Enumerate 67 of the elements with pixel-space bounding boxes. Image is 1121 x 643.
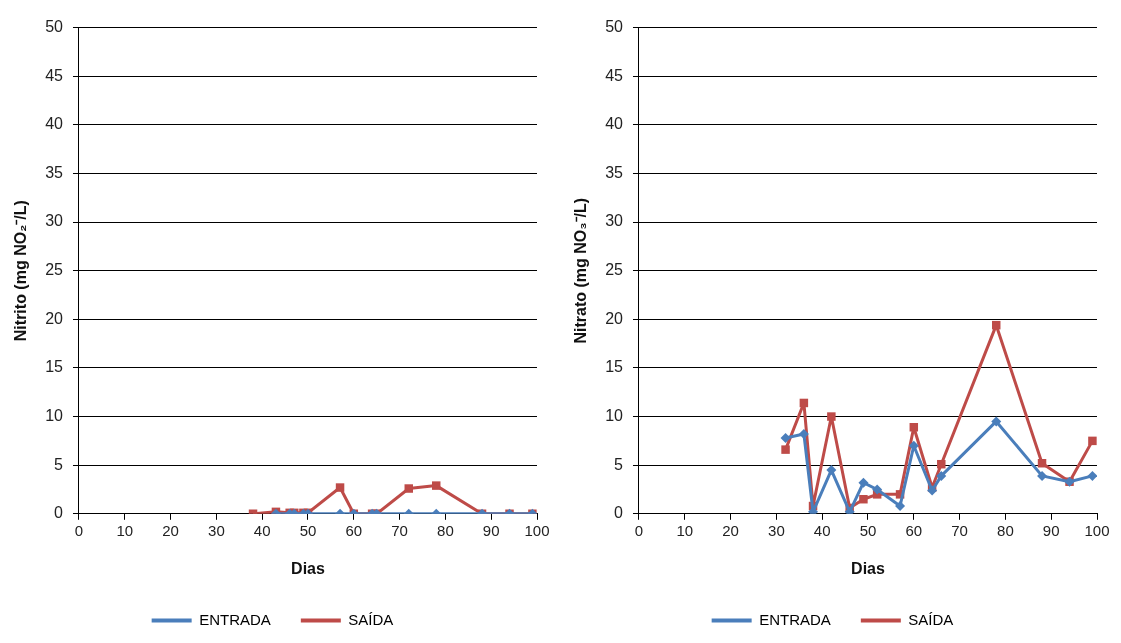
point bbox=[1037, 470, 1048, 481]
x-tick-label: 0 bbox=[634, 521, 644, 539]
legend-label: SAÍDA bbox=[908, 610, 954, 628]
x-axis-title: Dias bbox=[291, 559, 325, 577]
point bbox=[781, 445, 790, 454]
x-tick-label: 40 bbox=[253, 521, 271, 539]
point bbox=[937, 459, 946, 469]
point bbox=[827, 412, 836, 421]
point bbox=[859, 494, 868, 504]
y-tick-label: 50 bbox=[605, 18, 624, 36]
y-tick-label: 25 bbox=[605, 261, 624, 279]
x-axis-title: Dias bbox=[851, 559, 885, 577]
y-tick-label: 40 bbox=[45, 115, 64, 133]
y-tick-label: 15 bbox=[605, 358, 624, 376]
x-tick-label: 90 bbox=[482, 521, 500, 539]
y-tick-label: 0 bbox=[54, 504, 64, 522]
x-tick-label: 10 bbox=[116, 521, 134, 539]
x-tick-label: 80 bbox=[997, 521, 1014, 539]
x-tick-label: 20 bbox=[722, 521, 739, 539]
x-tick-label: 60 bbox=[905, 521, 923, 539]
x-tick-label: 30 bbox=[208, 521, 225, 539]
y-tick-label: 5 bbox=[614, 455, 624, 473]
x-tick-label: 40 bbox=[813, 521, 831, 539]
y-tick-label: 20 bbox=[45, 309, 64, 327]
x-tick-label: 70 bbox=[391, 521, 408, 539]
x-tick-label: 70 bbox=[951, 521, 968, 539]
y-tick-label: 5 bbox=[54, 455, 64, 473]
point bbox=[826, 465, 837, 476]
legend-label: ENTRADA bbox=[199, 610, 271, 628]
point bbox=[1087, 470, 1097, 481]
y-tick-label: 30 bbox=[605, 212, 624, 230]
y-tick-label: 15 bbox=[45, 358, 64, 376]
y-tick-label: 20 bbox=[605, 309, 624, 327]
legend-label: SAÍDA bbox=[348, 610, 394, 628]
x-tick-label: 20 bbox=[162, 521, 179, 539]
point bbox=[936, 470, 947, 481]
point bbox=[780, 432, 791, 443]
point bbox=[991, 416, 1002, 427]
x-tick-label: 100 bbox=[1084, 521, 1110, 539]
y-axis-title: Nitrato (mg NO₃⁻/L) bbox=[572, 197, 590, 344]
y-tick-label: 50 bbox=[45, 18, 64, 36]
y-tick-label: 30 bbox=[45, 212, 64, 230]
y-tick-label: 40 bbox=[605, 115, 624, 133]
x-tick-label: 100 bbox=[524, 521, 550, 539]
x-tick-label: 80 bbox=[437, 521, 454, 539]
point bbox=[895, 501, 906, 512]
x-tick-label: 90 bbox=[1042, 521, 1060, 539]
x-tick-label: 50 bbox=[859, 521, 877, 539]
legend-label: ENTRADA bbox=[759, 610, 831, 628]
point bbox=[858, 477, 869, 488]
y-tick-label: 0 bbox=[614, 504, 624, 522]
y-tick-label: 45 bbox=[45, 66, 64, 84]
point bbox=[872, 484, 883, 495]
x-tick-label: 0 bbox=[74, 521, 84, 539]
y-tick-label: 45 bbox=[605, 66, 624, 84]
y-tick-label: 10 bbox=[605, 406, 624, 424]
y-tick-label: 35 bbox=[605, 163, 624, 181]
y-tick-label: 35 bbox=[45, 163, 64, 181]
y-tick-label: 25 bbox=[45, 261, 64, 279]
y-tick-label: 10 bbox=[45, 406, 64, 424]
y-axis-title: Nitrito (mg NO₂⁻/L) bbox=[12, 200, 30, 342]
x-tick-label: 60 bbox=[345, 521, 363, 539]
x-tick-label: 50 bbox=[299, 521, 317, 539]
x-tick-label: 10 bbox=[676, 521, 694, 539]
x-tick-label: 30 bbox=[768, 521, 785, 539]
point bbox=[927, 485, 938, 496]
point bbox=[1088, 436, 1097, 446]
